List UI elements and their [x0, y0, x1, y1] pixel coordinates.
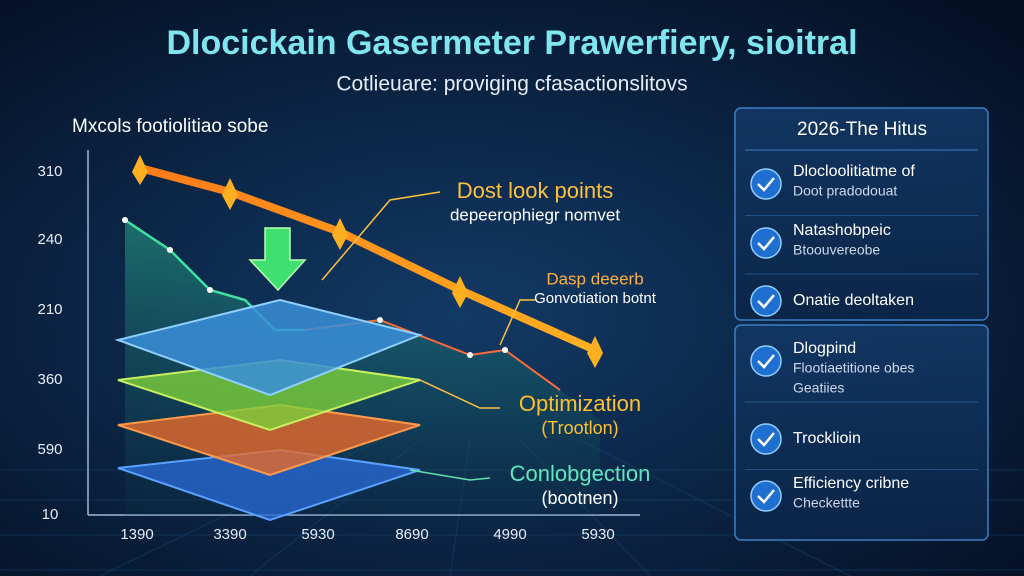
annotation-subtitle: (Trootlon) — [541, 418, 618, 438]
item-text: Checkettte — [793, 495, 860, 511]
y-label: 240 — [37, 231, 62, 248]
x-label: 5930 — [581, 526, 614, 543]
item-icon — [750, 480, 782, 512]
down-arrow — [248, 227, 307, 292]
item-icon — [750, 285, 782, 317]
annotation-subtitle: Gonvotiation botnt — [534, 290, 657, 307]
y-label: 210 — [37, 301, 62, 318]
panel-bottom — [734, 324, 989, 541]
title: Dlocickain Gasermeter Prawerfiery, sioit… — [166, 24, 857, 62]
chart-label: Mxcols footiolitiao sobe — [72, 116, 268, 137]
annotation-subtitle: (bootnen) — [541, 488, 618, 508]
item-title: Dlocloolitiatme of — [793, 163, 915, 180]
item-check — [757, 354, 775, 369]
item-text: Flootiaetitione obes — [793, 360, 914, 376]
item-icon — [750, 423, 782, 455]
item-text: Doot pradodouat — [793, 183, 897, 199]
x-label: 4990 — [493, 526, 526, 543]
annotation-title: Optimization — [519, 391, 641, 416]
annotation-title: Dasp deeerb — [546, 269, 643, 288]
x-label: 3390 — [213, 526, 246, 543]
item-check — [757, 236, 775, 251]
item-text: Geatiies — [793, 380, 844, 396]
leaders — [321, 191, 535, 481]
y-label: 310 — [37, 163, 62, 180]
item-title: Efficiency cribne — [793, 475, 909, 492]
item-text: Btoouvereobe — [793, 242, 880, 258]
item-check — [757, 432, 775, 447]
subtitle: Cotlieuare: proviging cfasactionslitovs — [336, 73, 687, 96]
x-label: 5930 — [301, 526, 334, 543]
annotation-title: Conlobgection — [510, 461, 651, 486]
y-label: 360 — [37, 371, 62, 388]
item-icon — [750, 227, 782, 259]
item-check — [757, 294, 775, 309]
item-check — [757, 177, 775, 192]
orange-markers — [132, 155, 603, 368]
item-title: Dlogpind — [793, 340, 856, 357]
annotation-subtitle: depeerophiegr nomvet — [450, 205, 620, 224]
y-label: 10 — [42, 506, 59, 523]
item-title: Trocklioin — [793, 430, 861, 447]
item-title: Natashobpeic — [793, 222, 891, 239]
item-check — [757, 489, 775, 504]
x-label: 1390 — [120, 526, 153, 543]
item-icon — [750, 345, 782, 377]
item-title: Onatie deoltaken — [793, 292, 914, 309]
panel-top — [734, 107, 989, 321]
panel-title: 2026-The Hitus — [797, 119, 927, 140]
x-label: 8690 — [395, 526, 428, 543]
layer-stack — [114, 298, 424, 522]
y-label: 590 — [37, 441, 62, 458]
points — [122, 217, 508, 358]
annotation-title: Dost look points — [457, 178, 614, 203]
item-icon — [750, 168, 782, 200]
